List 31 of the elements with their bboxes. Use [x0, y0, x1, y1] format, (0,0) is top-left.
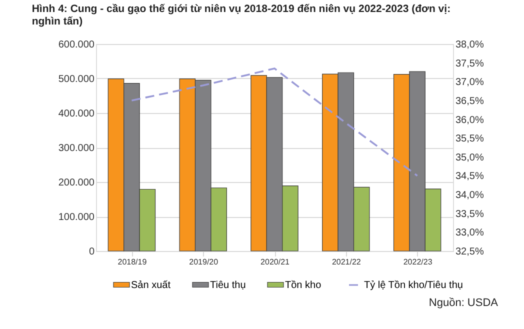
y-tick-label: 100.000 — [58, 212, 95, 223]
legend-label: Tồn kho — [285, 280, 322, 291]
chart-title: Hình 4: Cung - cầu gạo thế giới từ niên vụ 2018-2019 đến niên vụ 2022-2023 (đơn vị: nghìn tấn) — [32, 3, 451, 28]
y-tick-label: 500.000 — [58, 74, 95, 85]
text: Nguồn: USDA — [428, 297, 499, 309]
y2-tick-label: 34,0% — [456, 190, 484, 202]
y2-tick-label: 36,5% — [456, 96, 484, 107]
y-tick-label: 300.000 — [58, 143, 95, 154]
y2-tick-label: 35,5% — [456, 134, 484, 145]
x-tick-label: 2022/23 — [403, 258, 433, 266]
x-tick-label: 2020/21 — [260, 258, 290, 266]
y2-tick-label: 37,5% — [456, 58, 484, 70]
y2-tick-label: 37,0% — [456, 77, 484, 88]
y2-tick-label: 35,0% — [456, 152, 484, 164]
y-tick-label: 600.000 — [58, 40, 95, 50]
y2-tick-label: 32,5% — [456, 246, 484, 258]
y-tick-label: 400.000 — [58, 108, 95, 120]
y2-tick-label: 38,0% — [456, 40, 484, 50]
legend-label: Tỷ lệ Tồn kho/Tiêu thụ — [364, 280, 463, 291]
x-tick-label: 2018/19 — [118, 258, 148, 266]
y-tick-label: 200.000 — [58, 178, 95, 188]
y2-tick-label: 36,0% — [456, 114, 484, 126]
x-tick-label: 2021/22 — [332, 258, 362, 266]
y2-tick-label: 34,5% — [456, 171, 484, 182]
legend-label: Sản xuất — [131, 280, 171, 291]
y2-tick-label: 33,0% — [456, 228, 484, 239]
x-tick-label: 2019/20 — [189, 258, 219, 266]
y-tick-label: 0 — [88, 246, 95, 258]
y2-tick-label: 33,5% — [456, 208, 484, 220]
legend-label: Tiêu thụ — [210, 280, 246, 291]
line-series — [130, 68, 418, 177]
